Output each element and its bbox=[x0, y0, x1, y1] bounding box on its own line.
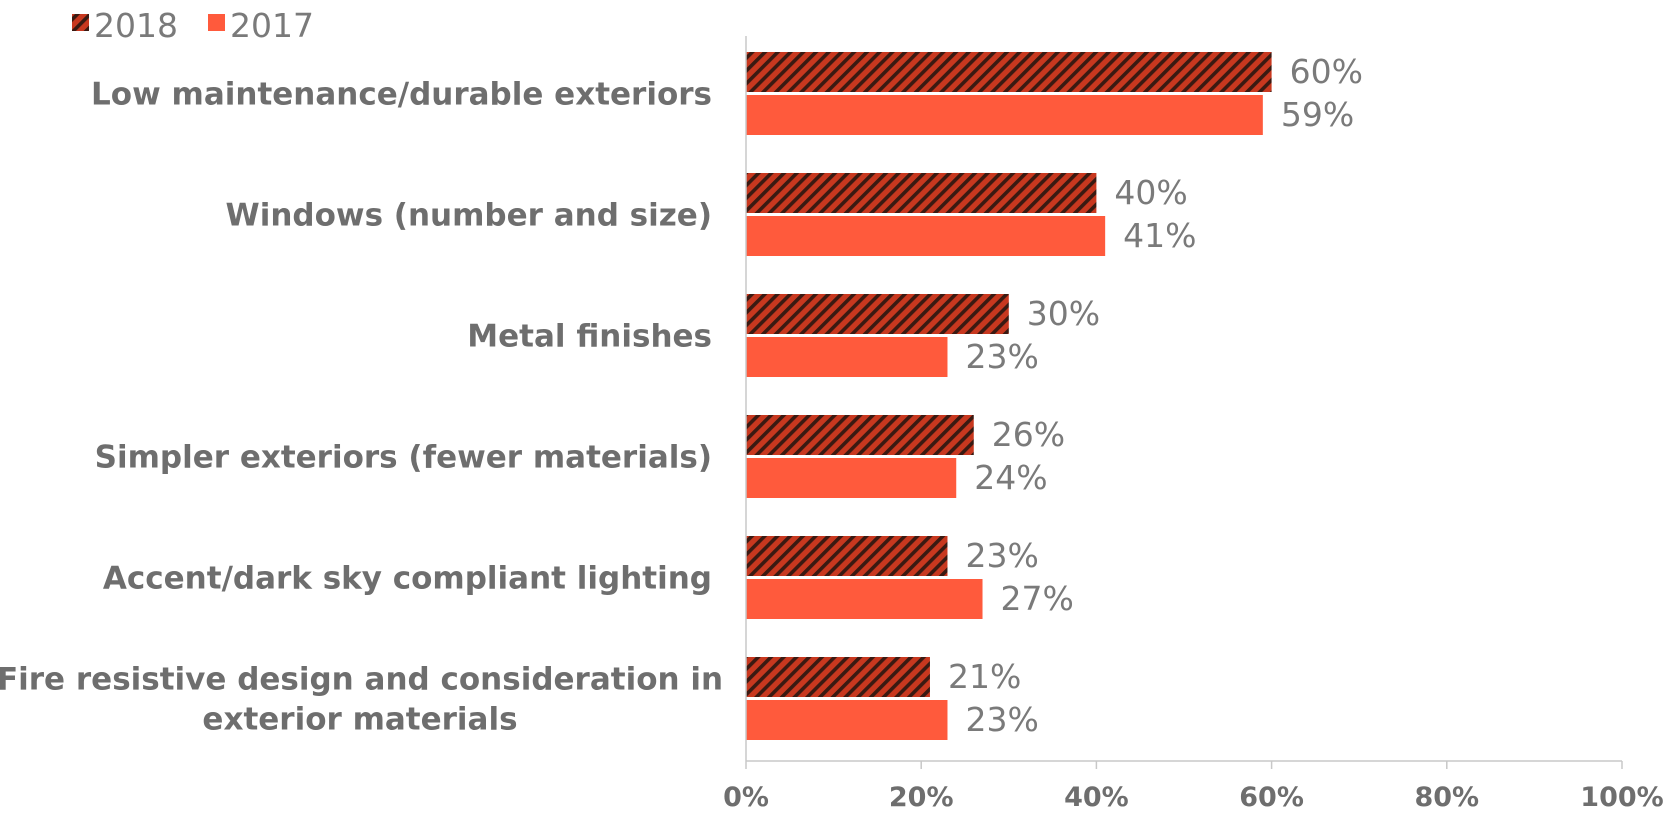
legend-swatch-2018 bbox=[72, 14, 89, 31]
category-label-line: exterior materials bbox=[202, 702, 517, 738]
category-labels: Low maintenance/durable exteriors Windows… bbox=[0, 77, 723, 738]
bar-2017-fire-resistive-design-and-consideration-in-exterior-materials bbox=[746, 700, 948, 740]
value-label-2018-fire-resistive-design-and-consideration-in-exterior-materials: 21% bbox=[948, 657, 1021, 696]
bars bbox=[746, 52, 1272, 740]
legend-label-2018: 2018 bbox=[94, 6, 178, 45]
x-tick-label-40: 40% bbox=[1064, 782, 1129, 813]
category-label-low-maintenance-durable-exteriors: Low maintenance/durable exteriors bbox=[91, 77, 712, 113]
x-tick-label-60: 60% bbox=[1239, 782, 1304, 813]
category-label-accent-dark-sky-compliant-lighting: Accent/dark sky compliant lighting bbox=[103, 561, 712, 597]
value-label-2017-low-maintenance-durable-exteriors: 59% bbox=[1281, 95, 1354, 134]
value-label-2018-low-maintenance-durable-exteriors: 60% bbox=[1290, 52, 1363, 91]
category-label-fire-resistive-design-and-consideration-in-exterior-materials: Fire resistive design and consideration … bbox=[0, 662, 723, 738]
bar-2018-accent-dark-sky-compliant-lighting bbox=[746, 536, 948, 576]
value-label-2018-metal-finishes: 30% bbox=[1027, 294, 1100, 333]
x-tick-label-0: 0% bbox=[723, 782, 769, 813]
value-labels: 60% 59% 40% 41% 30% 23% 26% 24% 23% 27% 21% 23% bbox=[948, 52, 1363, 739]
bar-2018-fire-resistive-design-and-consideration-in-exterior-materials bbox=[746, 657, 930, 697]
value-label-2017-accent-dark-sky-compliant-lighting: 27% bbox=[1001, 579, 1074, 618]
bar-2018-windows-number-and-size bbox=[746, 173, 1097, 213]
legend-swatch-2017 bbox=[208, 14, 225, 31]
bar-2017-low-maintenance-durable-exteriors bbox=[746, 95, 1263, 135]
legend: 2018 2017 bbox=[72, 6, 314, 45]
value-label-2018-accent-dark-sky-compliant-lighting: 23% bbox=[965, 536, 1038, 575]
bar-2018-simpler-exteriors-fewer-materials bbox=[746, 415, 974, 455]
x-tick-label-80: 80% bbox=[1414, 782, 1479, 813]
bar-2017-simpler-exteriors-fewer-materials bbox=[746, 458, 957, 498]
bar-2018-low-maintenance-durable-exteriors bbox=[746, 52, 1272, 92]
x-tick-label-100: 100% bbox=[1580, 782, 1663, 813]
axes: 0% 20% 40% 60% 80% 100% bbox=[723, 36, 1664, 813]
bar-2018-metal-finishes bbox=[746, 294, 1009, 334]
bar-2017-windows-number-and-size bbox=[746, 216, 1106, 256]
value-label-2017-windows-number-and-size: 41% bbox=[1123, 216, 1196, 255]
legend-label-2017: 2017 bbox=[230, 6, 314, 45]
x-tick-label-20: 20% bbox=[889, 782, 954, 813]
value-label-2017-fire-resistive-design-and-consideration-in-exterior-materials: 23% bbox=[965, 700, 1038, 739]
category-label-metal-finishes: Metal finishes bbox=[467, 319, 712, 355]
bar-2017-metal-finishes bbox=[746, 337, 948, 377]
value-label-2018-windows-number-and-size: 40% bbox=[1114, 173, 1187, 212]
category-label-windows-number-and-size: Windows (number and size) bbox=[226, 198, 712, 234]
category-label-line: Fire resistive design and consideration … bbox=[0, 662, 723, 698]
value-label-2017-metal-finishes: 23% bbox=[965, 337, 1038, 376]
value-label-2018-simpler-exteriors-fewer-materials: 26% bbox=[992, 415, 1065, 454]
bar-2017-accent-dark-sky-compliant-lighting bbox=[746, 579, 983, 619]
value-label-2017-simpler-exteriors-fewer-materials: 24% bbox=[974, 458, 1047, 497]
category-label-simpler-exteriors-fewer-materials: Simpler exteriors (fewer materials) bbox=[95, 440, 712, 476]
